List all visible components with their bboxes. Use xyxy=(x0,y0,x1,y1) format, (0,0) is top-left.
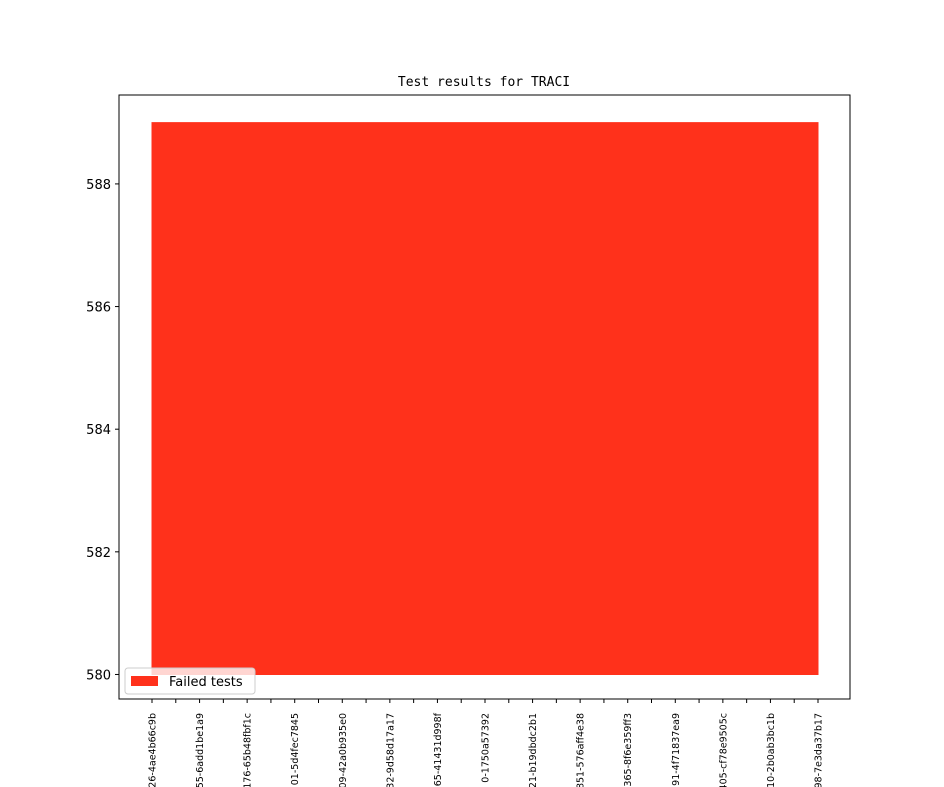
x-tick-label: 98-7e3da37b17 xyxy=(814,713,825,787)
y-tick-label: 584 xyxy=(86,423,111,438)
chart-title: Test results for TRACI xyxy=(398,75,570,90)
x-tick-label: 365-8f6e359ff3 xyxy=(623,713,634,787)
x-tick-label: 32-9d58d17a17 xyxy=(385,713,396,787)
y-tick-label: 582 xyxy=(86,546,111,561)
x-tick-label: 21-b19dbdc2b1 xyxy=(528,713,539,787)
x-tick-label: 26-4ae4b66c9b xyxy=(148,713,159,787)
x-tick-label: 65-41431d998f xyxy=(433,712,444,786)
legend-box xyxy=(124,667,256,695)
y-tick-label: 580 xyxy=(86,668,111,683)
y-tick-label: 588 xyxy=(86,178,111,193)
legend-swatch xyxy=(131,676,158,686)
x-tick-label: 0-1750a57392 xyxy=(481,713,492,783)
x-tick-label: 405-cf78e9505c xyxy=(718,713,729,787)
legend-label: Failed tests xyxy=(169,675,243,690)
area xyxy=(151,122,819,675)
x-tick-label: 10-2b0ab3bc1b xyxy=(766,713,777,787)
x-tick-label: 09-42a0b935e0 xyxy=(338,713,349,787)
x-tick-label: 01-5d4fec7845 xyxy=(290,713,301,785)
x-tick-label: 55-6add1be1a9 xyxy=(195,713,206,787)
x-tick-label: 176-65b48fbf1c xyxy=(243,713,254,787)
x-tick-label: 91-4f71837ea9 xyxy=(671,713,682,786)
x-tick-label: 851-576aff4e38 xyxy=(576,713,587,787)
y-tick-label: 586 xyxy=(86,301,111,316)
